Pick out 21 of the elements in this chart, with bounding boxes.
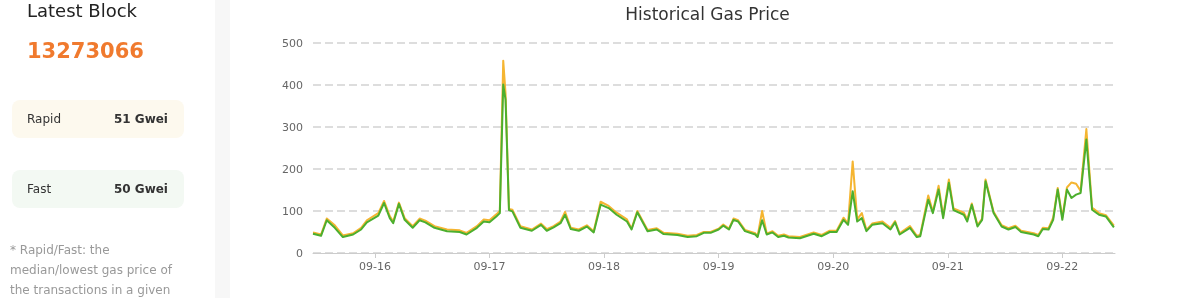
x-tick-label: 09-18: [588, 260, 621, 273]
text: Fast: [27, 182, 52, 196]
y-tick-label: 500: [282, 36, 303, 50]
x-tick-label: 09-16: [358, 260, 391, 273]
text: 51 Gwei: [113, 112, 168, 126]
text: 13273066: [27, 38, 144, 64]
x-tick-label: 09-22: [1046, 260, 1079, 273]
x-tick-label: 09-21: [931, 260, 964, 273]
y-tick-label: 400: [282, 78, 303, 92]
y-tick-label: 300: [282, 120, 303, 134]
y-tick-label: 100: [282, 204, 303, 218]
x-tick-label: 09-20: [817, 260, 850, 273]
text: Rapid: [27, 112, 61, 126]
y-tick-label: 200: [282, 162, 303, 176]
x-tick-label: 09-17: [473, 260, 506, 273]
text: 50 Gwei: [113, 182, 168, 196]
text: Latest Block: [27, 0, 138, 22]
text: * Rapid/Fast: the median/lowest gas price of the transactions in a given: [10, 242, 174, 298]
x-tick-label: 09-19: [702, 260, 735, 273]
y-tick-label: 0: [296, 246, 303, 260]
chart-title: Historical Gas Price: [625, 3, 790, 24]
